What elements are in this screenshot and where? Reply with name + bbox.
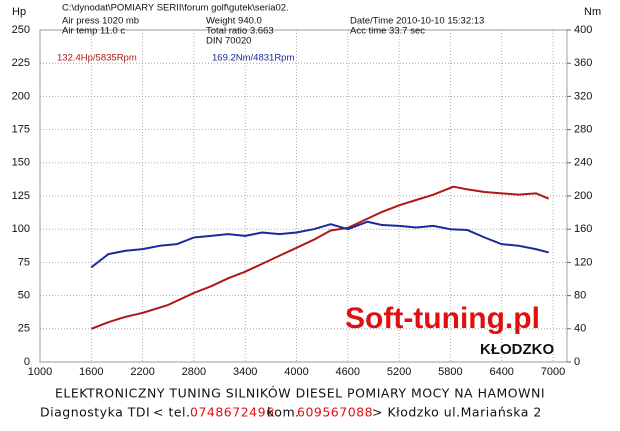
y2-tick-label: 200	[574, 190, 592, 202]
y2-tick-label: 360	[574, 57, 592, 69]
city: KŁODZKO	[480, 341, 554, 358]
y2-tick-label: 240	[574, 157, 592, 169]
y-tick-label: 125	[12, 190, 30, 202]
x-tick-label: 3400	[233, 366, 257, 378]
y-tick-label: 150	[12, 157, 30, 169]
y-tick-label: 75	[18, 256, 30, 268]
footer-tel-label: < tel.	[153, 405, 191, 420]
x-tick-label: 5800	[438, 366, 462, 378]
y2-tick-label: 120	[574, 256, 592, 268]
din: DIN 70020	[206, 36, 251, 47]
footer-tel: 0748672496	[190, 405, 275, 420]
y2-tick-label: 320	[574, 90, 592, 102]
y2-tick-label: 400	[574, 24, 592, 36]
total-ratio: Total ratio 3.663	[206, 26, 274, 37]
y2-tick-label: 280	[574, 124, 592, 136]
footer-kom: 609567088	[297, 405, 373, 420]
acc-time: Acc time 33.7 sec	[350, 26, 425, 37]
series-line	[90, 220, 549, 269]
torque-annotation: 169.2Nm/4831Rpm	[212, 53, 294, 64]
date-time: Date/Time 2010-10-10 15:32:13	[350, 16, 484, 27]
y2-tick-label: 160	[574, 223, 592, 235]
x-tick-label: 4000	[284, 366, 308, 378]
weight: Weight 940.0	[206, 16, 262, 27]
x-tick-label: 1000	[28, 366, 52, 378]
footer-diag: Diagnostyka TDI	[40, 405, 150, 420]
footer-line: ELEKTRONICZNY TUNING SILNIKÓW DIESEL POM…	[55, 386, 545, 401]
x-tick-label: 2200	[130, 366, 154, 378]
x-tick-label: 7000	[541, 366, 565, 378]
air-press: Air press 1020 mb	[62, 16, 139, 27]
y-tick-label: 100	[12, 223, 30, 235]
y-axis-label: Hp	[12, 6, 26, 18]
y-tick-label: 50	[18, 290, 30, 302]
x-tick-label: 4600	[336, 366, 360, 378]
x-tick-label: 5200	[387, 366, 411, 378]
y2-axis-label: Nm	[584, 6, 601, 18]
y2-tick-label: 40	[574, 323, 586, 335]
footer-kom-label: kom.	[267, 405, 300, 420]
y-tick-label: 175	[12, 124, 30, 136]
x-tick-label: 6400	[489, 366, 513, 378]
y-tick-label: 250	[12, 24, 30, 36]
brand: Soft-tuning.pl	[345, 302, 540, 335]
air-temp: Air temp 11.0 c	[62, 26, 125, 37]
power-annotation: 132.4Hp/5835Rpm	[57, 53, 137, 64]
y-tick-label: 225	[12, 57, 30, 69]
y-tick-label: 200	[12, 90, 30, 102]
x-tick-label: 1600	[79, 366, 103, 378]
y2-tick-label: 0	[574, 356, 580, 368]
y-tick-label: 0	[24, 356, 30, 368]
y2-tick-label: 80	[574, 290, 586, 302]
file-path: C:\dynodat\POMIARY SERII\forum golf\gute…	[62, 3, 289, 14]
series-line	[90, 185, 550, 330]
footer-address: > Kłodzko ul.Mariańska 2	[372, 405, 542, 420]
x-tick-label: 2800	[182, 366, 206, 378]
y-tick-label: 25	[18, 323, 30, 335]
